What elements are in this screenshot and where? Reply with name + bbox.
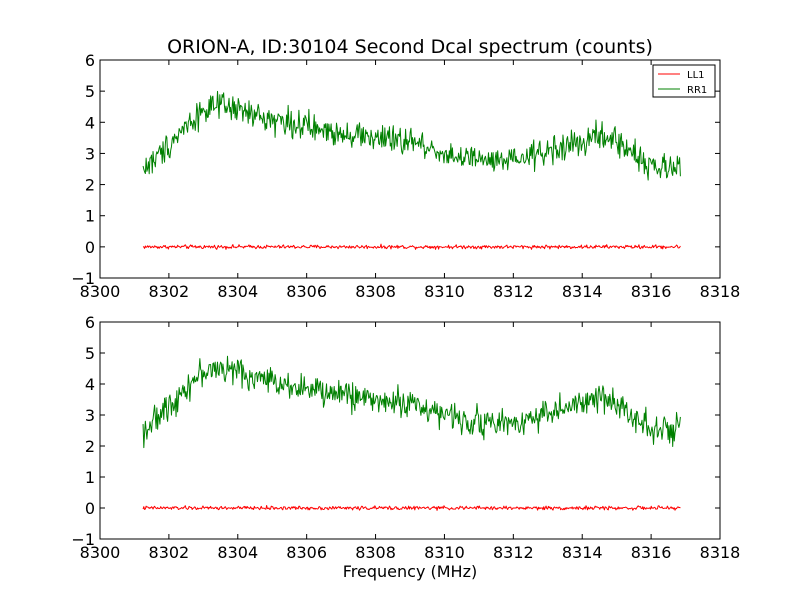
y-tick-label: 6 xyxy=(85,51,95,70)
figure-title: ORION-A, ID:30104 Second Dcal spectrum (… xyxy=(167,36,653,58)
series-line-s0 xyxy=(142,504,681,511)
axes-frame xyxy=(99,59,721,279)
x-tick-label: 8312 xyxy=(493,282,534,301)
y-tick-label: 2 xyxy=(85,437,95,456)
y-tick-label: 2 xyxy=(85,176,95,195)
y-tick-label: 1 xyxy=(85,468,95,487)
series-line-ll1 xyxy=(142,243,681,250)
y-tick-label: −1 xyxy=(71,530,95,549)
y-tick-label: 6 xyxy=(85,313,95,332)
y-tick-label: 0 xyxy=(85,238,95,257)
x-tick-label: 8300 xyxy=(80,543,121,562)
y-tick-label: 0 xyxy=(85,499,95,518)
y-tick-label: 3 xyxy=(85,144,95,163)
x-tick-label: 8304 xyxy=(217,282,258,301)
legend-label-rr1: RR1 xyxy=(687,85,707,96)
legend-label-ll1: LL1 xyxy=(687,70,705,81)
x-tick-label: 8318 xyxy=(700,543,741,562)
x-tick-label: 8316 xyxy=(631,543,672,562)
x-tick-label: 8310 xyxy=(424,282,465,301)
x-tick-label: 8300 xyxy=(80,282,121,301)
x-tick-label: 8308 xyxy=(355,543,396,562)
series-line-rr1 xyxy=(142,90,681,181)
legend-box xyxy=(652,64,716,98)
y-tick-label: 4 xyxy=(85,113,95,132)
top-panel: 8300 8302 8304 8306 8308 8310 8312 8314 8316 8318… xyxy=(71,51,740,301)
x-tick-label: 8314 xyxy=(562,282,603,301)
x-tick-label: 8302 xyxy=(149,282,190,301)
x-axis-label: Frequency (MHz) xyxy=(343,562,477,581)
x-tick-label: 8306 xyxy=(286,543,327,562)
x-tick-label: 8308 xyxy=(355,282,396,301)
y-tick-label: 5 xyxy=(85,344,95,363)
y-tick-label: 3 xyxy=(85,406,95,425)
y-tick-label: 1 xyxy=(85,207,95,226)
series-line-s1 xyxy=(142,355,681,449)
x-tick-label: 8316 xyxy=(631,282,672,301)
y-tick-label: 5 xyxy=(85,82,95,101)
x-tick-label: 8310 xyxy=(424,543,465,562)
y-tick-label: 4 xyxy=(85,375,95,394)
x-tick-label: 8314 xyxy=(562,543,603,562)
x-tick-label: 8306 xyxy=(286,282,327,301)
y-tick-label: −1 xyxy=(71,269,95,288)
x-tick-label: 8302 xyxy=(149,543,190,562)
x-tick-label: 8304 xyxy=(217,543,258,562)
bottom-panel: 8300 8302 8304 8306 8308 8310 8312 8314 8316 8318… xyxy=(71,313,740,562)
axes-frame xyxy=(99,321,721,540)
x-tick-label: 8318 xyxy=(700,282,741,301)
x-tick-label: 8312 xyxy=(493,543,534,562)
